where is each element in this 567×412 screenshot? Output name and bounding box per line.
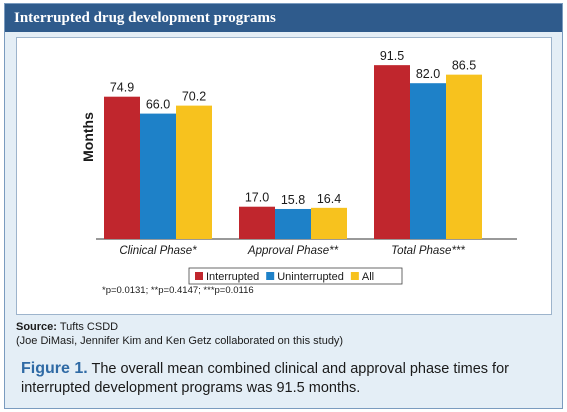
bar-all-0 bbox=[176, 105, 212, 240]
figure-panel: Interrupted drug development programs Mo… bbox=[4, 3, 563, 409]
data-label: 15.8 bbox=[281, 193, 305, 207]
data-label: 66.0 bbox=[146, 98, 170, 112]
significance-footnote: *p=0.0131; **p=0.4147; ***p=0.0116 bbox=[102, 285, 254, 296]
bar-uninterrupted-1 bbox=[275, 208, 311, 239]
source-line: Source: Tufts CSDD bbox=[16, 320, 552, 334]
legend-label: Interrupted bbox=[206, 271, 259, 283]
bar-chart: Months 74.9 66.0 70.2 Clinical Phase* 17.0 15.… bbox=[80, 49, 517, 285]
legend-swatch-uninterrupted bbox=[266, 272, 275, 280]
data-label: 86.5 bbox=[452, 59, 476, 73]
figure-header: Interrupted drug development programs bbox=[5, 4, 562, 32]
source-text: Tufts CSDD bbox=[59, 321, 119, 333]
x-tick-label: Total Phase*** bbox=[391, 245, 465, 257]
data-label: 82.0 bbox=[416, 67, 440, 81]
y-axis-label: Months bbox=[80, 112, 96, 162]
source-credit: (Joe DiMasi, Jennifer Kim and Ken Getz c… bbox=[16, 335, 344, 347]
chart-notes: *p=0.0131; **p=0.4147; ***p=0.0116 Sourc… bbox=[16, 285, 552, 348]
figure-title: Interrupted drug development programs bbox=[14, 10, 276, 26]
x-tick-label: Approval Phase** bbox=[247, 245, 339, 257]
chart-area: Months 74.9 66.0 70.2 Clinical Phase* 17.0 15.… bbox=[16, 37, 552, 315]
bar-all-1 bbox=[311, 207, 347, 239]
caption-text: The overall mean combined clinical and a… bbox=[21, 361, 509, 396]
legend-label: Uninterrupted bbox=[277, 271, 344, 283]
data-label: 74.9 bbox=[110, 81, 134, 95]
bar-uninterrupted-2 bbox=[410, 83, 446, 239]
legend-swatch-interrupted bbox=[195, 272, 203, 280]
bar-interrupted-2 bbox=[374, 65, 410, 240]
bar-all-2 bbox=[446, 74, 482, 240]
data-label: 70.2 bbox=[182, 90, 206, 104]
data-label: 16.4 bbox=[317, 192, 341, 206]
legend-label: All bbox=[362, 271, 374, 283]
bar-interrupted-0 bbox=[104, 96, 140, 239]
data-label: 17.0 bbox=[245, 191, 269, 205]
caption-label: Figure 1. bbox=[21, 360, 88, 377]
legend-swatch-all bbox=[350, 272, 359, 280]
legend-box bbox=[188, 267, 403, 285]
source-label: Source: bbox=[16, 321, 57, 333]
bar-interrupted-1 bbox=[239, 206, 275, 239]
data-label: 91.5 bbox=[380, 49, 404, 63]
x-tick-label: Clinical Phase* bbox=[119, 245, 197, 257]
figure-caption: Figure 1. The overall mean combined clin… bbox=[21, 359, 551, 398]
bar-uninterrupted-0 bbox=[140, 113, 176, 239]
